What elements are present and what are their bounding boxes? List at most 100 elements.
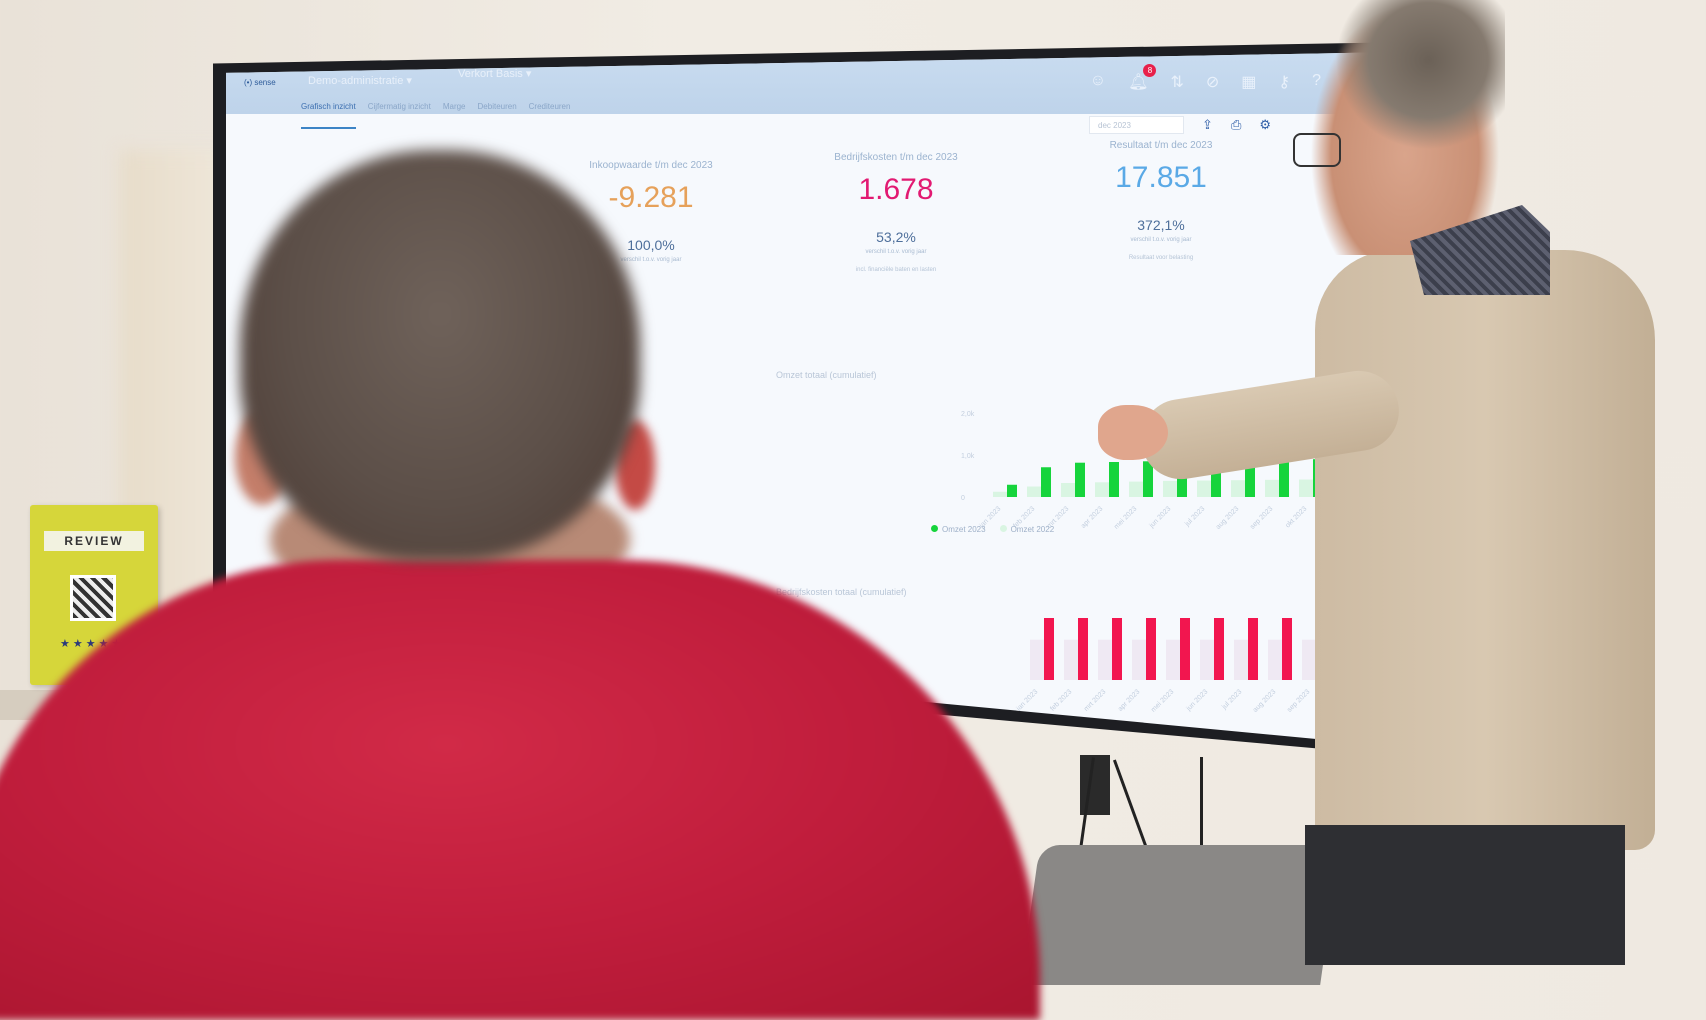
bar-bedrijfskosten (1214, 618, 1224, 680)
viewer-head (240, 150, 640, 560)
kpi-title: Resultaat t/m dec 2023 (1109, 140, 1213, 151)
chart-title-omzet: Omzet totaal (cumulatief) (776, 370, 877, 380)
export-icon[interactable]: ⇪ (1202, 117, 1213, 132)
brand-logo: (•) sense (244, 78, 276, 87)
bar-omzet-2022 (1095, 482, 1109, 497)
bar-background (1132, 639, 1146, 680)
administration-dropdown[interactable]: Demo-administratie ▾ (308, 75, 412, 87)
bar-background (1268, 639, 1282, 680)
x-tick-label: jun 2023 (1148, 505, 1173, 530)
presenter-hand (1098, 405, 1168, 460)
bar-omzet-2023 (1211, 460, 1221, 497)
kpi-value: 1.678 (858, 173, 934, 206)
bar-omzet-2022 (1027, 486, 1041, 497)
kpi-percent: 100,0% (627, 237, 675, 253)
kpi-percent: 53,2% (876, 229, 916, 245)
x-tick-label: jan 2023 (1015, 688, 1040, 713)
x-tick-label: mei 2023 (1150, 688, 1175, 713)
bar-omzet-2023 (1041, 467, 1051, 497)
kpi-note: incl. financiële baten en lasten (855, 267, 937, 273)
x-tick-label: jul 2023 (1183, 505, 1206, 528)
user-circle-icon[interactable]: ☺ (1089, 72, 1107, 89)
bell-icon[interactable]: 🔔︎ 8 (1128, 64, 1157, 92)
review-label: REVIEW (44, 531, 144, 551)
bar-bedrijfskosten (1044, 618, 1054, 680)
bar-omzet-2023 (1245, 459, 1255, 497)
kpi-inkoopwaarde: Inkoopwaarde t/m dec 2023 -9.281 100,0% … (551, 160, 751, 263)
bar-omzet-2022 (1197, 480, 1211, 497)
cable (1200, 757, 1203, 857)
glasses (1293, 133, 1341, 167)
bar-omzet-2022 (1265, 479, 1279, 497)
tab-cijfermatig-inzicht[interactable]: Cijfermatig inzicht (367, 102, 431, 111)
kpi-resultaat: Resultaat t/m dec 2023 17.851 372,1% ver… (1051, 140, 1271, 261)
view-dropdown[interactable]: Verkort Basis ▾ (458, 68, 532, 80)
tab-crediteuren[interactable]: Crediteuren (528, 102, 571, 111)
x-tick-label: aug 2023 (1215, 505, 1241, 531)
kpi-value: -9.281 (608, 181, 694, 214)
bar-bedrijfskosten (1282, 618, 1292, 680)
notification-badge: 8 (1143, 64, 1157, 77)
y-tick-label: 0 (961, 495, 965, 502)
toolbar: dec 2023 ⇪ ⎙ ⚙ (1089, 116, 1271, 134)
bar-omzet-2023 (1143, 461, 1153, 497)
grid-icon[interactable]: ▦ (1241, 74, 1257, 91)
presenter-pants (1305, 825, 1625, 965)
kpi-title: Bedrijfskosten t/m dec 2023 (834, 152, 958, 163)
bar-background (1302, 639, 1316, 680)
bar-background (1166, 639, 1180, 680)
kpi-bedrijfskosten: Bedrijfskosten t/m dec 2023 1.678 53,2% … (796, 152, 996, 273)
kpi-percent: 372,1% (1137, 217, 1185, 233)
legend-item-2023[interactable]: Omzet 2023 (931, 525, 986, 534)
bar-omzet-2023 (1109, 462, 1119, 497)
bar-background (1234, 639, 1248, 680)
period-select[interactable]: dec 2023 (1089, 116, 1185, 134)
legend-dot (999, 525, 1007, 532)
check-circle-icon[interactable]: ⊘ (1205, 74, 1220, 91)
bar-omzet-2022 (993, 491, 1007, 497)
x-tick-label: jul 2023 (1220, 688, 1243, 711)
presenter-sweater (1315, 250, 1655, 850)
bar-omzet-2023 (1279, 459, 1289, 497)
bar-background (1064, 639, 1078, 680)
cable (1112, 759, 1151, 855)
x-tick-label: sep 2023 (1249, 505, 1274, 530)
bar-bedrijfskosten (1146, 618, 1156, 680)
bar-bedrijfskosten (1112, 618, 1122, 680)
bar-omzet-2022 (1129, 481, 1143, 497)
bar-omzet-2023 (1007, 484, 1017, 497)
legend-label: Omzet 2022 (1010, 525, 1055, 534)
x-tick-label: apr 2023 (1117, 688, 1142, 713)
tab-marge[interactable]: Marge (442, 102, 466, 111)
bar-omzet-2023 (1075, 462, 1085, 497)
x-tick-label: aug 2023 (1252, 688, 1278, 714)
kpi-sub: verschil t.o.v. vorig jaar (620, 257, 682, 263)
bar-background (1098, 639, 1112, 680)
x-tick-label: mei 2023 (1113, 505, 1138, 530)
bar-bedrijfskosten (1248, 618, 1258, 680)
chair (1020, 845, 1340, 985)
kpi-sub: verschil t.o.v. vorig jaar (865, 249, 927, 255)
switch-icon[interactable]: ⇅ (1170, 74, 1184, 91)
tab-debiteuren[interactable]: Debiteuren (477, 102, 517, 111)
x-tick-label: mrt 2023 (1083, 688, 1108, 713)
bar-bedrijfskosten (1180, 618, 1190, 680)
x-tick-label: feb 2023 (1049, 688, 1073, 712)
bar-omzet-2022 (1061, 483, 1075, 497)
print-icon[interactable]: ⎙ (1230, 117, 1242, 132)
kpi-value: 17.851 (1115, 161, 1207, 194)
bar-omzet-2022 (1299, 479, 1313, 497)
settings-icon[interactable]: ⚙ (1259, 117, 1271, 132)
omzet-legend: Omzet 2023 Omzet 2022 (931, 525, 1054, 534)
legend-dot (931, 525, 938, 532)
legend-item-2022[interactable]: Omzet 2022 (999, 525, 1055, 534)
bar-bedrijfskosten (1078, 618, 1088, 680)
x-tick-label: okt 2023 (1284, 505, 1308, 529)
tab-grafisch-inzicht[interactable]: Grafisch inzicht (301, 102, 356, 129)
top-icons: ☺ 🔔︎8 ⇅ ⊘ ▦ ⚷ ? (1089, 64, 1321, 92)
y-tick-label: 1,0k (961, 453, 975, 460)
y-tick-label: 2,0k (961, 411, 975, 418)
key-icon[interactable]: ⚷ (1278, 74, 1291, 91)
x-tick-label: sep 2023 (1286, 688, 1311, 713)
bar-omzet-2022 (1231, 480, 1245, 497)
